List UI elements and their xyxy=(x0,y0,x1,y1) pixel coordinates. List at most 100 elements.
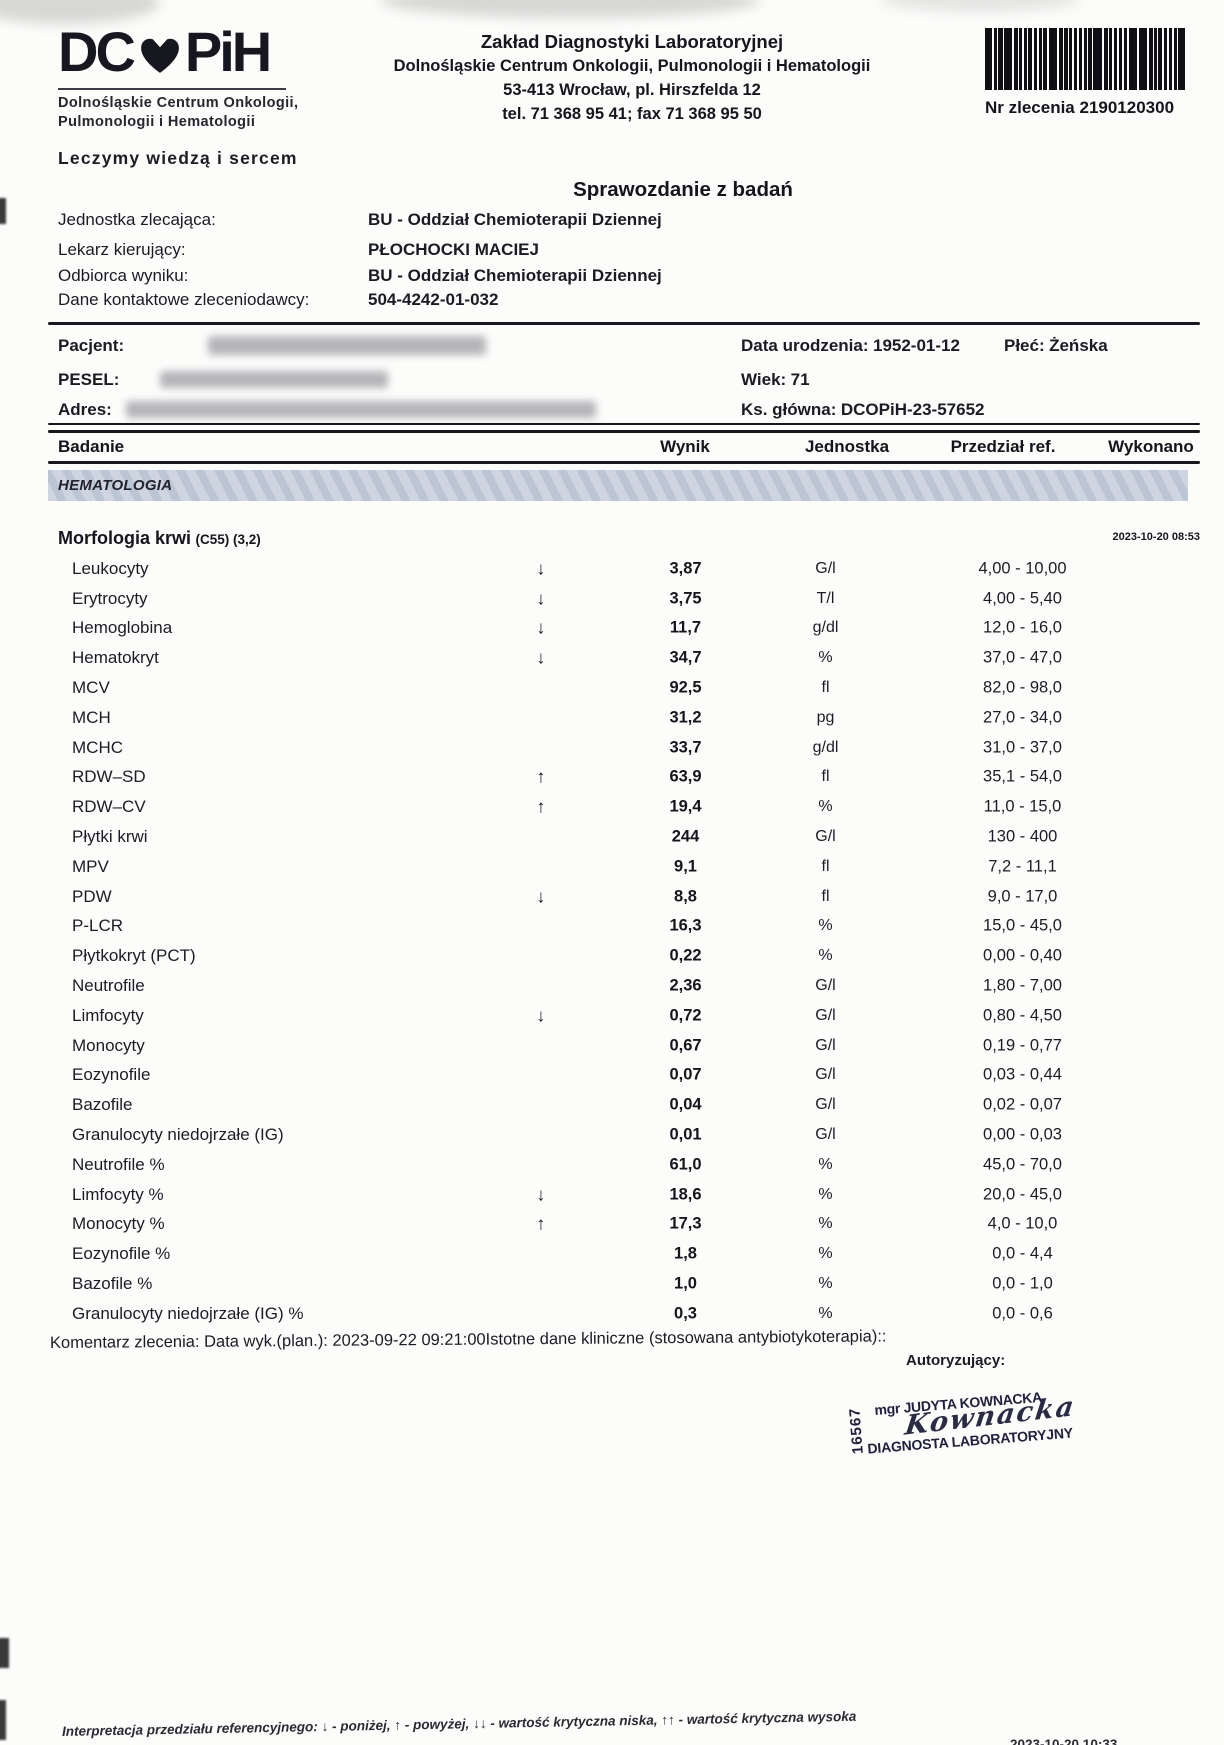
unit: % xyxy=(818,1275,833,1293)
redacted-address xyxy=(126,401,596,418)
authorizer-stamp: 16567 mgr JUDYTA KOWNACKA Kownacka DIAGN… xyxy=(846,1382,1134,1466)
unit: % xyxy=(818,1304,833,1322)
reference-range: 0,00 - 0,03 xyxy=(983,1125,1062,1144)
unit: % xyxy=(818,649,833,667)
test-name: RDW–SD xyxy=(72,767,146,787)
unit: G/l xyxy=(815,977,836,995)
unit: G/l xyxy=(815,1096,836,1114)
result-value: 17,3 xyxy=(669,1214,702,1233)
result-value: 0,72 xyxy=(669,1006,702,1025)
divider xyxy=(48,423,1200,425)
unit: fl xyxy=(821,887,830,905)
column-header-wynik: Wynik xyxy=(660,437,710,456)
result-row: RDW–CV ↑ 19,4 % 11,0 - 15,0 xyxy=(0,792,1224,822)
result-value: 11,7 xyxy=(669,618,702,637)
reference-range: 1,80 - 7,00 xyxy=(983,976,1062,995)
main-book-value: DCOPiH-23-57652 xyxy=(840,400,985,419)
result-row: P-LCR 16,3 % 15,0 - 45,0 xyxy=(0,912,1224,942)
section-title: HEMATOLOGIA xyxy=(58,477,173,494)
panel-header: Morfologia krwi (C55) (3,2) xyxy=(58,528,261,549)
test-name: Neutrofile xyxy=(72,976,145,996)
flag-arrow-icon: ↓ xyxy=(536,647,546,668)
test-name: Hematokryt xyxy=(72,648,159,668)
stamp-number: 16567 xyxy=(846,1406,867,1455)
divider xyxy=(48,461,1200,464)
flag-arrow-icon: ↓ xyxy=(536,1184,546,1205)
test-name: Eozynofile % xyxy=(72,1244,171,1264)
reference-range: 0,80 - 4,50 xyxy=(983,1006,1062,1025)
unit: fl xyxy=(821,857,830,875)
pesel-label: PESEL: xyxy=(58,370,120,389)
test-name: Bazofile % xyxy=(72,1274,153,1294)
meta-value: BU - Oddział Chemioterapii Dziennej xyxy=(368,266,662,285)
reference-range: 0,0 - 4,4 xyxy=(992,1244,1053,1263)
reference-range: 20,0 - 45,0 xyxy=(983,1185,1062,1204)
test-name: MCHC xyxy=(72,737,123,757)
main-book-label: Ks. główna: xyxy=(741,400,837,419)
result-row: Hemoglobina ↓ 11,7 g/dl 12,0 - 16,0 xyxy=(0,614,1224,644)
result-row: Granulocyty niedojrzałe (IG) % 0,3 % 0,0… xyxy=(0,1299,1224,1329)
test-name: Monocyty xyxy=(72,1035,145,1055)
reference-range: 7,2 - 11,1 xyxy=(988,857,1057,876)
panel-code: (C55) (3,2) xyxy=(195,532,261,547)
result-value: 8,8 xyxy=(674,887,697,906)
column-header-przedzial-ref: Przedział ref. xyxy=(950,437,1056,456)
result-value: 63,9 xyxy=(669,767,702,786)
flag-arrow-icon: ↓ xyxy=(536,617,546,638)
unit: % xyxy=(818,1215,833,1233)
test-name: Leukocyty xyxy=(72,558,149,578)
result-row: Monocyty 0,67 G/l 0,19 - 0,77 xyxy=(0,1031,1224,1061)
result-value: 1,0 xyxy=(674,1274,697,1293)
unit: G/l xyxy=(815,1036,836,1054)
test-name: MCV xyxy=(72,678,110,698)
test-name: Erytrocyty xyxy=(72,588,148,608)
result-row: Granulocyty niedojrzałe (IG) 0,01 G/l 0,… xyxy=(0,1120,1224,1150)
test-name: P-LCR xyxy=(72,916,124,936)
scan-smudge xyxy=(880,0,1080,12)
result-value: 33,7 xyxy=(669,738,702,757)
reference-range: 15,0 - 45,0 xyxy=(983,916,1062,935)
logo-text-pih: PiH xyxy=(184,20,272,83)
unit: % xyxy=(818,917,833,935)
result-row: Limfocyty % ↓ 18,6 % 20,0 - 45,0 xyxy=(0,1180,1224,1210)
dcopih-logo: DC PiH Dolnośląskie Centrum Onkologii, P… xyxy=(58,24,358,169)
test-name: MPV xyxy=(72,856,109,876)
result-value: 9,1 xyxy=(674,857,697,876)
test-name: Limfocyty % xyxy=(72,1184,164,1204)
result-value: 0,67 xyxy=(669,1036,702,1055)
lab-phone: tel. 71 368 95 41; fax 71 368 95 50 xyxy=(502,105,762,123)
meta-value: 504-4242-01-032 xyxy=(368,290,499,309)
result-value: 19,4 xyxy=(669,797,702,816)
org-name-line2: Pulmonologii i Hematologii xyxy=(58,114,256,130)
lab-address-block: Zakład Diagnostyki Laboratoryjnej Dolnoś… xyxy=(352,30,912,126)
unit: % xyxy=(818,947,833,965)
dob-row: Data urodzenia: 1952-01-12 xyxy=(741,336,960,356)
unit: fl xyxy=(821,768,830,786)
test-name: Hemoglobina xyxy=(72,618,173,638)
brand-tagline: Leczymy wiedzą i sercem xyxy=(58,148,298,168)
result-row: MCH 31,2 pg 27,0 - 34,0 xyxy=(0,703,1224,733)
reference-range: 0,0 - 1,0 xyxy=(992,1274,1053,1293)
result-value: 0,01 xyxy=(669,1125,702,1144)
unit: g/dl xyxy=(812,738,839,756)
dob-value: 1952-01-12 xyxy=(872,336,960,355)
unit: G/l xyxy=(815,1006,836,1024)
reference-range: 12,0 - 16,0 xyxy=(983,618,1062,637)
meta-label: Odbiorca wyniku: xyxy=(58,266,189,285)
order-number-label: Nr zlecenia 2190120300 xyxy=(985,98,1175,117)
flag-arrow-icon: ↑ xyxy=(536,796,546,817)
flag-arrow-icon: ↓ xyxy=(536,886,546,907)
reference-range: 130 - 400 xyxy=(987,827,1058,846)
column-header-wykonano: Wykonano xyxy=(1108,437,1194,456)
meta-label: Dane kontaktowe zleceniodawcy: xyxy=(58,290,310,309)
result-value: 31,2 xyxy=(669,708,702,727)
panel-name: Morfologia krwi xyxy=(58,528,192,548)
age-value: 71 xyxy=(790,370,810,389)
unit: G/l xyxy=(815,1066,836,1084)
redacted-patient-name xyxy=(208,336,486,355)
test-name: MCH xyxy=(72,707,111,727)
sex-row: Płeć: Żeńska xyxy=(1004,336,1108,356)
reference-range: 4,00 - 10,00 xyxy=(978,559,1067,578)
flag-arrow-icon: ↓ xyxy=(536,1005,546,1026)
